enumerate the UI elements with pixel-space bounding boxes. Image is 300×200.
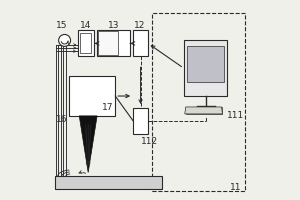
Bar <box>55 176 162 189</box>
Text: 111: 111 <box>227 111 244 120</box>
Bar <box>69 76 115 116</box>
Text: 14: 14 <box>80 21 91 30</box>
Bar <box>133 30 148 56</box>
Bar <box>186 107 221 114</box>
Bar <box>98 31 118 55</box>
Bar <box>98 30 130 56</box>
Circle shape <box>58 34 70 46</box>
Bar <box>77 30 94 56</box>
Text: 16: 16 <box>56 115 68 124</box>
Polygon shape <box>185 107 223 114</box>
Text: 12: 12 <box>134 21 146 30</box>
Bar <box>184 40 227 96</box>
Text: 15: 15 <box>56 21 68 30</box>
Text: 11: 11 <box>230 183 241 192</box>
Text: 13: 13 <box>107 21 119 30</box>
Bar <box>80 33 92 53</box>
Bar <box>133 108 148 134</box>
Text: 112: 112 <box>141 137 159 146</box>
Text: 17: 17 <box>101 103 113 112</box>
Bar <box>187 46 224 82</box>
Polygon shape <box>79 116 97 172</box>
Bar <box>152 13 245 191</box>
